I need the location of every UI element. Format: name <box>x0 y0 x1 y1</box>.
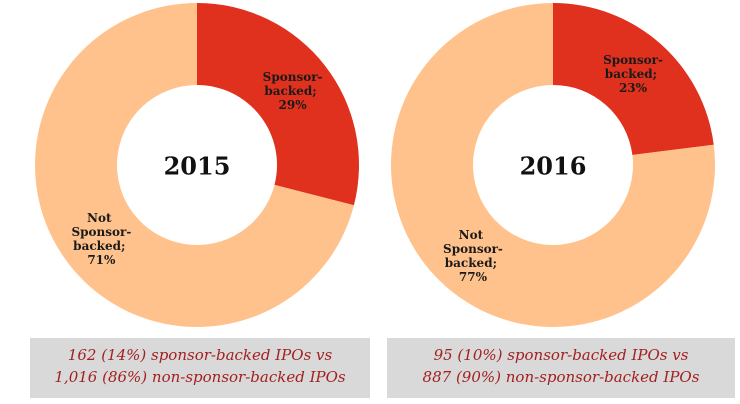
slice-label: Not Sponsor-backed; 71% <box>71 211 131 267</box>
caption: 95 (10%) sponsor-backed IPOs vs <box>434 346 689 364</box>
donut-slice <box>34 3 354 328</box>
donut-slice <box>553 3 714 155</box>
slice-label: Sponsor-backed; 23% <box>603 53 663 95</box>
caption: 887 (90%) non-sponsor-backed IPOs <box>423 368 700 386</box>
slice-label: Not Sponsor-backed; 77% <box>443 228 503 284</box>
chart-title: 2015 <box>164 152 231 181</box>
slice-label: Sponsor-backed; 29% <box>263 70 323 112</box>
caption-box <box>30 338 370 398</box>
chart-title: 2016 <box>520 152 587 181</box>
donut-slice <box>197 3 359 206</box>
caption: 1,016 (86%) non-sponsor-backed IPOs <box>54 368 345 386</box>
caption: 162 (14%) sponsor-backed IPOs vs <box>68 346 333 364</box>
donut-slice <box>391 3 715 327</box>
caption-box <box>387 338 735 398</box>
